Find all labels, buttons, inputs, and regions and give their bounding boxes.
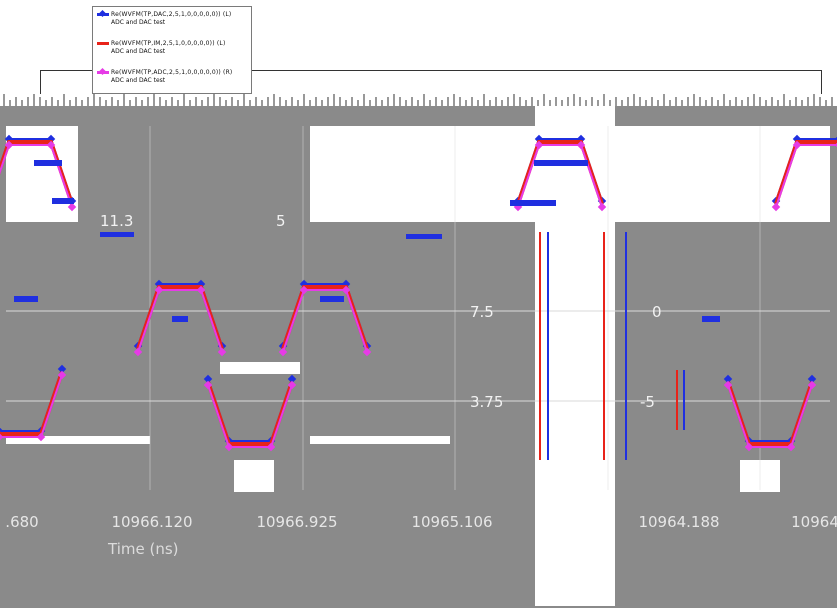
series-2-marker — [154, 285, 164, 295]
series-2-marker — [67, 202, 77, 212]
series-2-marker — [266, 442, 276, 452]
series-2 — [0, 140, 837, 452]
series-2-pulse-1 — [517, 144, 603, 208]
series-2-marker — [723, 380, 733, 390]
series-2-pulse-4 — [727, 384, 813, 448]
x-tick-label-3: 10965.106 — [411, 513, 492, 531]
series-2-marker — [203, 380, 213, 390]
legend-label-im: Re(WVFM(TP,IM,2,5,1,0,0,0,0,0)) (L) — [111, 40, 226, 47]
series-2-marker — [287, 380, 297, 390]
y-tick-label-0: 11.3 — [100, 212, 134, 230]
y-tick-label-2: 7.5 — [470, 303, 494, 321]
series-0-marker — [807, 374, 817, 384]
legend-entry-dac: Re(WVFM(TP,DAC,2,5,1,0,0,0,0,0)) (L) ADC… — [97, 9, 251, 31]
x-tick-label-0: .680 — [5, 513, 38, 531]
series-2-marker — [786, 442, 796, 452]
series-2-marker — [224, 442, 234, 452]
series-2-pulse-6 — [137, 289, 223, 353]
panels-layer — [6, 106, 830, 606]
dac-bar-0 — [34, 160, 62, 166]
series-2-marker — [744, 442, 754, 452]
y-tick-label-4: 0 — [652, 303, 662, 321]
dac-bar-6 — [172, 316, 188, 322]
legend: Re(WVFM(TP,DAC,2,5,1,0,0,0,0,0)) (L) ADC… — [92, 6, 252, 94]
series-2-marker — [57, 370, 67, 380]
legend-swatch-im — [97, 42, 109, 45]
series-1-pulse-4 — [726, 381, 814, 446]
x-axis-label: Time (ns) — [108, 540, 179, 558]
y-tick-label-5: -5 — [640, 393, 655, 411]
dac-bar-7 — [702, 316, 720, 322]
series-2-pulse-5 — [0, 374, 63, 438]
legend-sub-im: ADC and DAC test — [111, 48, 166, 55]
x-tick-label-4: 10964.188 — [638, 513, 719, 531]
legend-entry-im: Re(WVFM(TP,IM,2,5,1,0,0,0,0,0)) (L) ADC … — [97, 40, 251, 60]
series-0-marker — [723, 374, 733, 384]
series-2-pulse-3 — [207, 384, 293, 448]
x-tick-label-2: 10966.925 — [256, 513, 337, 531]
series-2-marker — [217, 347, 227, 357]
series-0-marker — [287, 374, 297, 384]
dac-bar-3 — [52, 198, 74, 204]
series-1-pulse-3 — [206, 381, 294, 446]
plot-panel-5 — [234, 460, 274, 492]
series-2-marker — [196, 285, 206, 295]
plot-panel-2 — [6, 436, 150, 444]
dac-bar-1 — [534, 160, 588, 166]
x-tick-label-1: 10966.120 — [111, 513, 192, 531]
series-2-marker — [36, 432, 46, 442]
legend-label-adc: Re(WVFM(TP,ADC,2,5,1,0,0,0,0,0)) (R) — [111, 69, 233, 76]
dac-bar-4 — [406, 234, 442, 239]
legend-sub-adc: ADC and DAC test — [111, 77, 166, 84]
series-0-pulse-4 — [727, 378, 813, 442]
dac-bar-9 — [320, 296, 344, 302]
series-2-marker — [278, 347, 288, 357]
grid-layer — [6, 126, 830, 490]
series-2-pulse-2 — [775, 144, 837, 208]
plot-panel-3 — [310, 436, 450, 444]
legend-sub-dac: ADC and DAC test — [111, 19, 166, 26]
series-2-marker — [299, 285, 309, 295]
series-2-marker — [0, 432, 4, 442]
plot-frame-top — [40, 70, 822, 94]
axis-ruler-strip — [3, 94, 833, 106]
dac-bar-2 — [510, 200, 556, 206]
series-2-marker — [807, 380, 817, 390]
plot-panel-4 — [220, 362, 300, 374]
series-0-marker — [57, 364, 67, 374]
x-tick-layer: .680 10966.120 10966.925 10965.106 10964.188… — [5, 513, 837, 531]
y-tick-label-3: 3.75 — [470, 393, 504, 411]
dac-bar-8 — [14, 296, 38, 302]
series-2-pulse-7 — [282, 289, 368, 353]
series-2-marker — [133, 347, 143, 357]
series-2-marker — [46, 140, 56, 150]
legend-label-dac: Re(WVFM(TP,DAC,2,5,1,0,0,0,0,0)) (L) — [111, 11, 232, 18]
series-0-marker — [203, 374, 213, 384]
y-tick-label-1: 5 — [276, 212, 286, 230]
dac-bar-5 — [100, 232, 134, 237]
series-2-marker — [341, 285, 351, 295]
x-tick-label-5: 10964 — [791, 513, 837, 531]
series-2-pulse-0 — [0, 144, 73, 208]
series-2-marker — [362, 347, 372, 357]
series-layer — [0, 134, 837, 460]
series-0-pulse-3 — [207, 378, 293, 442]
legend-entry-adc: Re(WVFM(TP,ADC,2,5,1,0,0,0,0,0)) (R) ADC… — [97, 67, 251, 89]
